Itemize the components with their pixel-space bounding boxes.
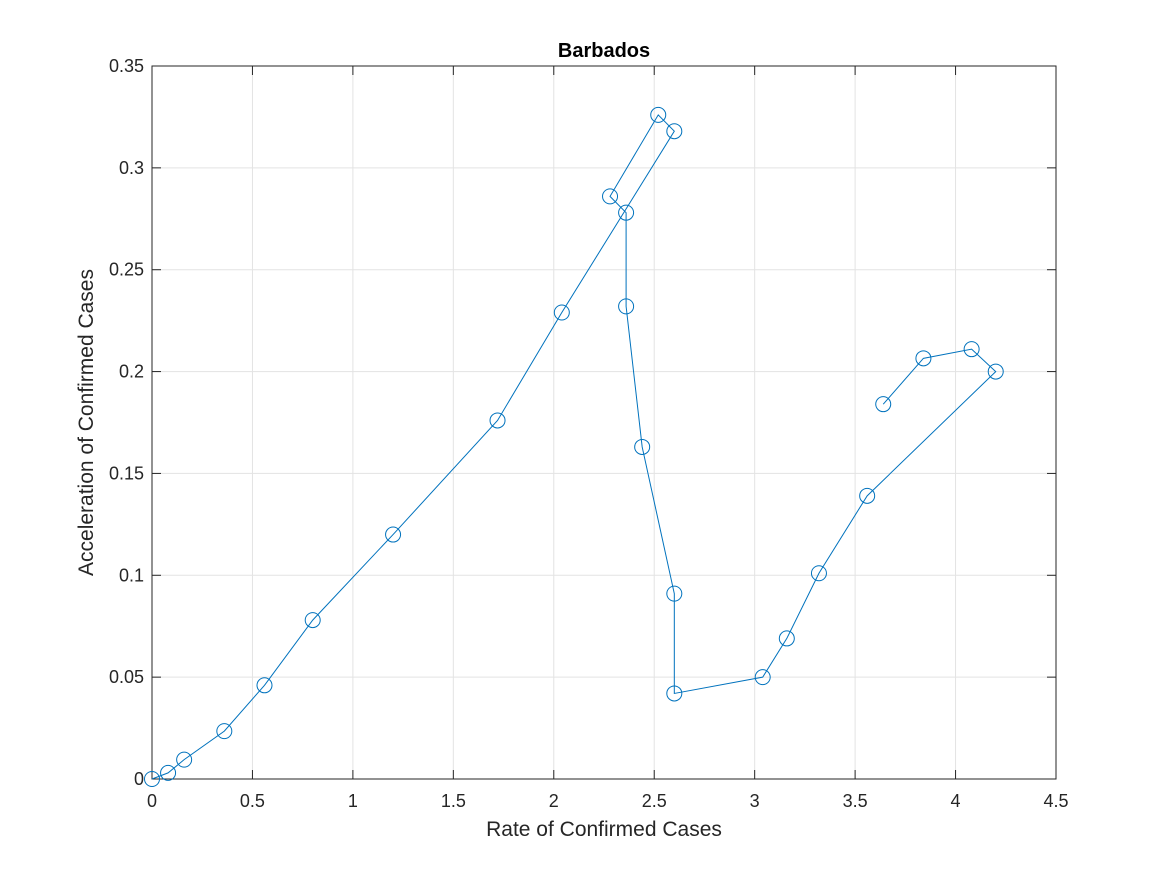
x-tick-label: 0.5 <box>240 791 265 811</box>
data-point <box>618 204 635 221</box>
data-point <box>915 350 932 367</box>
x-tick-label: 3.5 <box>843 791 868 811</box>
x-axis-label: Rate of Confirmed Cases <box>486 818 722 841</box>
x-tick-label: 1 <box>348 791 358 811</box>
chart-title: Barbados <box>558 40 650 62</box>
x-tick-label: 0 <box>147 791 157 811</box>
y-tick-labels: 0 0.05 0.1 0.15 0.2 0.25 0.3 0.35 <box>109 56 144 789</box>
data-point <box>859 487 876 504</box>
series-line <box>151 114 997 780</box>
data-point <box>304 612 321 629</box>
x-tick-label: 1.5 <box>441 791 466 811</box>
data-point <box>963 341 980 358</box>
x-tick-label: 4 <box>951 791 961 811</box>
axis-ticks <box>151 65 1057 780</box>
y-tick-label: 0.1 <box>119 565 144 585</box>
y-tick-label: 0.3 <box>119 158 144 178</box>
x-tick-labels: 0 0.5 1 1.5 2 2.5 3 3.5 4 4.5 <box>147 791 1069 811</box>
data-point <box>385 526 402 543</box>
data-point <box>650 106 667 123</box>
data-point <box>666 123 683 140</box>
data-point <box>618 298 635 315</box>
data-point <box>778 630 795 647</box>
data-point <box>160 764 177 781</box>
data-point <box>666 685 683 702</box>
y-tick-label: 0.35 <box>109 56 144 76</box>
data-point <box>144 771 160 787</box>
series-group <box>144 106 1004 787</box>
x-tick-label: 4.5 <box>1043 791 1068 811</box>
data-point <box>256 677 273 694</box>
data-point <box>553 304 570 321</box>
data-point <box>987 363 1004 380</box>
x-tick-label: 3 <box>750 791 760 811</box>
x-tick-label: 2 <box>549 791 559 811</box>
data-point <box>810 565 827 582</box>
data-point <box>875 396 892 413</box>
data-point <box>176 751 193 768</box>
y-axis-label: Acceleration of Confirmed Cases <box>75 269 98 576</box>
data-point <box>602 188 619 205</box>
y-tick-label: 0.05 <box>109 667 144 687</box>
data-point <box>666 585 683 602</box>
grid <box>151 65 1057 780</box>
data-point <box>754 669 771 686</box>
plot-area <box>151 65 1057 780</box>
y-tick-label: 0.2 <box>119 362 144 382</box>
data-point <box>216 723 233 740</box>
y-tick-label: 0.25 <box>109 260 144 280</box>
data-point <box>489 412 506 429</box>
x-tick-label: 2.5 <box>642 791 667 811</box>
y-tick-label: 0 <box>134 769 144 789</box>
y-tick-label: 0.15 <box>109 463 144 483</box>
data-point <box>634 438 651 455</box>
